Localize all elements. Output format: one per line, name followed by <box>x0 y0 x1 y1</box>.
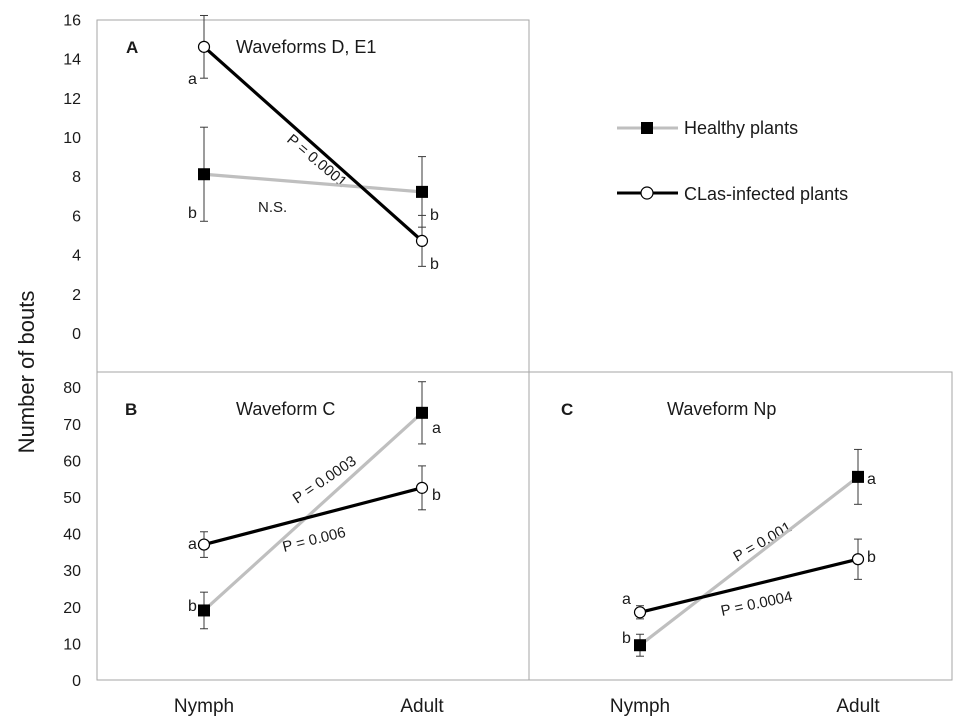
panel-c-series-infected: ab <box>622 538 876 620</box>
panel-a-letter: A <box>126 38 138 57</box>
panel-a-significance-letter: b <box>188 205 197 222</box>
panel-b-p-infected-annotation: P = 0.006 <box>281 524 348 556</box>
panel-a-y-tick-12: 12 <box>63 91 81 108</box>
legend-healthy-label: Healthy plants <box>684 118 798 138</box>
panel-a-data-point <box>416 185 428 198</box>
panel-a-title: Waveforms D, E1 <box>236 37 376 57</box>
panel-a-y-tick-10: 10 <box>63 130 81 147</box>
panel-b-y-tick-0: 0 <box>72 673 81 690</box>
panel-b-y-tick-80: 80 <box>63 380 81 397</box>
panel-b-significance-letter: b <box>432 487 441 504</box>
panel-c-series-line <box>639 557 859 614</box>
panel-a-series-infected: ab <box>188 14 439 273</box>
panel-a-frame <box>96 19 530 373</box>
legend-infected-marker <box>640 186 654 200</box>
panel-b-letter: B <box>125 400 137 419</box>
panel-c-letter: C <box>561 400 573 419</box>
y-axis-label: Number of bouts <box>14 291 39 454</box>
panel-a-data-point <box>198 168 210 181</box>
x-tick-label-nymph-right: Nymph <box>610 696 670 716</box>
x-tick-label-adult-left: Adult <box>400 696 444 716</box>
panel-a-y-tick-14: 14 <box>63 52 81 69</box>
panel-c-series-healthy: ba <box>622 448 876 657</box>
panel-a-y-tick-2: 2 <box>72 287 81 304</box>
panel-b-data-point <box>415 481 429 494</box>
panel-b-data-point <box>197 538 211 551</box>
panel-a-y-tick-0: 0 <box>72 326 81 343</box>
panel-b-y-tick-50: 50 <box>63 490 81 507</box>
x-tick-label-adult-right: Adult <box>836 696 880 716</box>
panel-c-data-point <box>634 639 646 652</box>
axes-layer: 02468101214161801020304050607080 <box>63 12 81 690</box>
panel-a-y-tick-16: 16 <box>63 12 81 29</box>
panel-b-significance-letter: a <box>188 536 197 553</box>
x-tick-label-nymph-left: Nymph <box>174 696 234 716</box>
panel-a-y-tick-4: 4 <box>72 248 81 265</box>
panel-b-series-line <box>202 411 424 612</box>
panel-b-data-point <box>198 604 210 617</box>
panel-a-series-line <box>202 45 424 243</box>
panel-c-p-infected-annotation: P = 0.0004 <box>719 588 794 620</box>
panel-c-significance-letter: a <box>622 591 631 608</box>
panel-b-y-tick-60: 60 <box>63 453 81 470</box>
panel-b-series-healthy: ba <box>188 381 441 630</box>
panel-b-y-tick-10: 10 <box>63 636 81 653</box>
panel-a-significance-letter: b <box>430 207 439 224</box>
legend: Healthy plants CLas-infected plants <box>617 118 848 204</box>
legend-healthy-marker <box>641 122 653 134</box>
panel-a-y-tick-6: 6 <box>72 208 81 225</box>
panel-a-significance-letter: b <box>430 256 439 273</box>
panel-c-data-point <box>851 553 865 566</box>
panel-b-significance-letter: a <box>432 420 441 437</box>
panel-b-series-line <box>203 486 423 547</box>
panel-b-y-tick-70: 70 <box>63 417 81 434</box>
panel-c-data-point <box>633 606 647 619</box>
panel-c-series-line <box>639 475 859 647</box>
panel-b-significance-letter: b <box>188 598 197 615</box>
legend-infected-label: CLas-infected plants <box>684 184 848 204</box>
panel-a-y-tick-8: 8 <box>72 169 81 186</box>
panel-c-p-healthy-annotation: P = 0.001 <box>731 519 795 566</box>
panel-b-series-infected: ab <box>188 465 441 558</box>
panel-c-significance-letter: a <box>867 471 876 488</box>
panel-b-y-tick-30: 30 <box>63 563 81 580</box>
panel-c-data-point <box>852 470 864 483</box>
panel-a-data-point <box>197 40 211 53</box>
panel-a-ns-annotation: N.S. <box>258 199 287 216</box>
panel-a-series-line <box>203 172 423 194</box>
panel-c-title: Waveform Np <box>667 399 776 419</box>
panel-a-significance-letter: a <box>188 71 197 88</box>
panel-b-data-point <box>416 406 428 419</box>
panel-a-data-point <box>415 234 429 247</box>
panel-b-y-tick-40: 40 <box>63 527 81 544</box>
panel-c-significance-letter: b <box>867 549 876 566</box>
panel-c-significance-letter: b <box>622 630 631 647</box>
panel-b-title: Waveform C <box>236 399 335 419</box>
panel-c-frame <box>528 371 953 681</box>
panel-b-y-tick-20: 20 <box>63 600 81 617</box>
